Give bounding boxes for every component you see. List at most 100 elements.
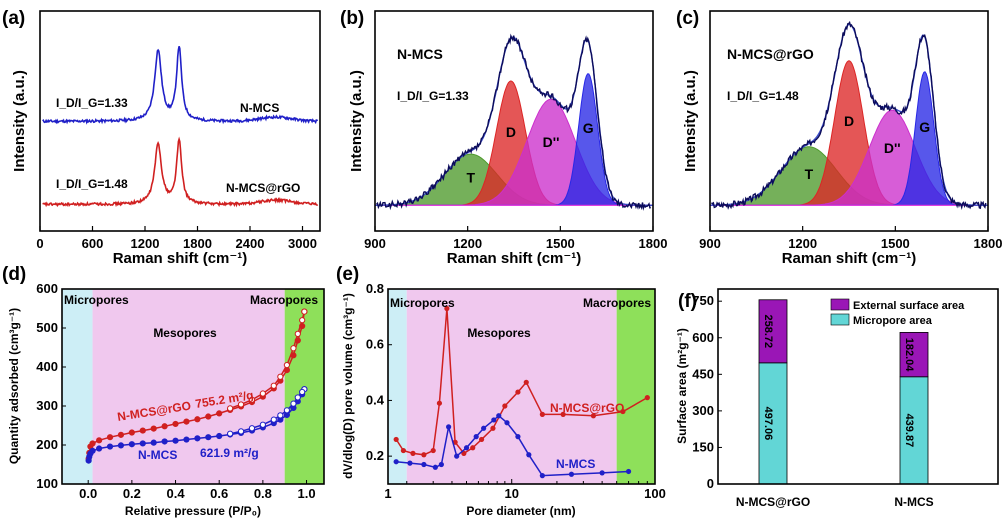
adsorption-point [128,429,135,436]
panel-b-ylabel: Intensity (a.u.) [348,70,365,172]
panel-e: (e) 1 10 100 0.2 0.4 0.6 0.8 Pore diameter (nm… [336,264,666,518]
psd-point [504,420,510,426]
panel-c-ratio-label: I_D/I_G=1.48 [727,89,799,103]
panel-a-label: (a) [2,8,25,29]
panel-a-series-label-nmcs: N-MCS [240,101,279,115]
bar-value-label: 258.72 [762,314,774,348]
desorption-point [277,373,284,380]
desorption-point [248,396,256,403]
psd-point [454,453,460,459]
panel-e-plot [388,289,655,484]
peak-label-g: G [583,120,594,136]
adsorption-point [290,352,297,359]
psd-point [393,459,399,465]
y-tick-label: 0.8 [366,281,384,296]
x-tick-label: 0.0 [79,486,97,501]
peak-label-t: T [805,166,814,182]
panel-c-title: N-MCS@rGO [727,46,814,62]
psd-point [620,408,626,415]
desorption-point [299,388,306,396]
bar-micropore-area-1 [899,376,929,485]
y-tick-label: 400 [36,359,58,374]
adsorption-point [216,432,223,440]
psd-point [491,417,497,423]
psd-point [478,436,485,443]
raw-spectrum [376,33,652,211]
x-tick-label: 1500 [881,236,910,251]
peak-label-dpppp: D'' [543,134,560,150]
panel-a-frame [39,10,321,232]
x-tick-label: 3000 [288,236,317,251]
panel-d-xlabel: Relative pressure (P/P₀) [125,504,261,518]
x-tick-label: 1200 [131,236,160,251]
desorption-point [227,405,234,412]
adsorption-point [117,431,125,438]
adsorption-point [194,416,201,423]
bar-value-label: 497.06 [762,407,774,441]
psd-point [436,400,443,406]
spectrum-n-mcs [42,46,319,125]
panel-a-ratio-label-nmcs: I_D/I_G=1.33 [56,96,128,110]
adsorption-point [139,440,146,447]
adsorption-point [294,337,301,344]
peak-label-d: D [506,124,516,140]
adsorption-point [205,413,212,420]
adsorption-point [299,322,306,330]
adsorption-point [106,434,114,441]
x-tick-label: 2400 [236,236,265,251]
y-tick-label: 300 [36,398,58,413]
adsorption-point [172,437,179,444]
adsorption-point [205,434,212,441]
raw-spectrum [711,20,987,211]
x-tick-label: 1800 [183,236,212,251]
peak-label-dpppp: D'' [884,140,901,156]
y-tick-label: 0.4 [366,392,385,407]
psd-point [432,464,438,470]
x-tick-label: 10 [504,486,518,501]
adsorption-point [216,410,223,417]
adsorption-point [161,438,168,445]
panel-c-label: (c) [676,8,699,29]
panel-f-frame [717,288,999,485]
panel-e-region-macro: Macropores [583,296,651,310]
spectrum-n-mcs-rgo [42,136,319,208]
desorption-point [237,401,245,408]
psd-point [515,434,521,440]
desorption-point [270,416,277,423]
adsorption-point [150,425,157,432]
adsorption-point [96,437,103,444]
panel-d: (d) 0.0 0.2 0.4 0.6 0.8 1.0 100 200 300 400 500 600… [2,264,325,518]
desorption-point [277,412,284,419]
psd-point [473,434,479,440]
x-tick-label: 1.0 [297,486,315,501]
panel-d-region-micro: Micropores [64,293,129,307]
adsorption-point [117,442,125,449]
x-tick-label: 0.2 [123,486,141,501]
panel-d-region-macro: Macropores [250,293,318,307]
x-tick-label: 0.8 [254,486,272,501]
adsorption-point [128,441,135,448]
x-tick-label: 1800 [974,236,1003,251]
x-tick-label: 900 [364,236,386,251]
x-tick-label: 1800 [639,236,668,251]
psd-point [490,425,496,431]
panel-d-label: (d) [2,264,26,285]
desorption-point [301,308,308,315]
psd-point [625,468,632,475]
peak-label-t: T [466,169,475,185]
bar-external-surface-area-1 [899,332,929,378]
adsorption-point [96,445,103,452]
psd-point [526,452,532,458]
desorption-point [290,400,297,407]
psd-point [393,436,399,443]
psd-point [523,379,529,385]
panel-a-ticks: 0 600 1200 1800 2400 3000 [36,226,317,251]
desorption-point [259,421,266,428]
x-tick-label: 0 [36,236,43,251]
desorption-point [270,382,277,389]
y-tick-label: 600 [692,330,714,345]
panel-d-frame [61,288,325,485]
psd-point [407,460,413,466]
panel-e-region-micro: Micropores [390,296,455,310]
desorption-point [294,394,301,401]
